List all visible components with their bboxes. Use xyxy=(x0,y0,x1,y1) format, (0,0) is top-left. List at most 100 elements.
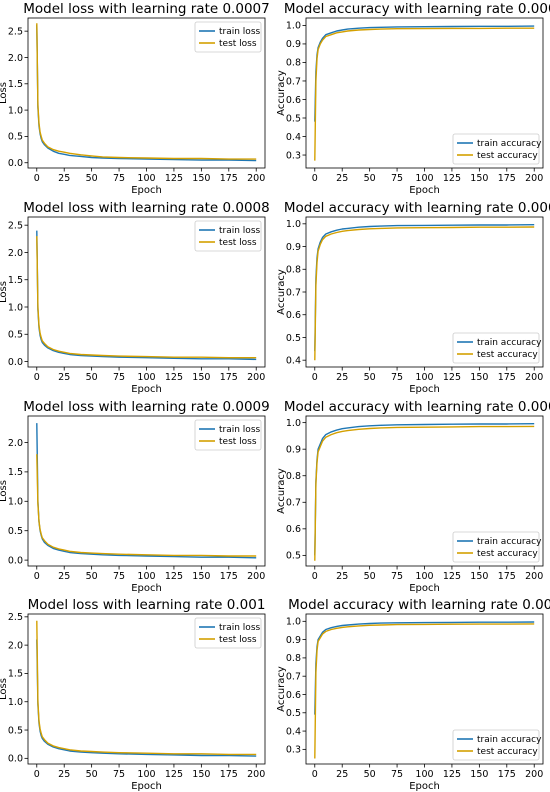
series-line xyxy=(314,623,535,759)
y-tick-label: 1.0 xyxy=(8,697,23,708)
y-tick-label: 0.5 xyxy=(286,113,301,124)
legend-entry: test loss xyxy=(219,635,257,645)
y-axis-label: Accuracy xyxy=(276,269,287,315)
y-axis-label: Accuracy xyxy=(276,468,287,514)
x-tick-label: 100 xyxy=(137,372,155,383)
series-line xyxy=(36,620,257,756)
y-tick-label: 0.5 xyxy=(286,333,301,344)
legend: train accuracy test accuracy xyxy=(452,332,542,364)
x-tick-label: 50 xyxy=(86,173,98,184)
legend-entry: train loss xyxy=(219,27,261,37)
y-tick-label: 1.0 xyxy=(286,418,301,429)
x-tick-label: 0 xyxy=(34,571,40,582)
legend-box xyxy=(194,419,262,451)
x-tick-label: 0 xyxy=(312,372,318,383)
x-tick-label: 25 xyxy=(336,372,348,383)
x-tick-label: 25 xyxy=(58,372,70,383)
x-tick-label: 150 xyxy=(192,173,210,184)
x-tick-label: 200 xyxy=(525,571,543,582)
chart-title: Model loss with learning rate 0.0009 xyxy=(23,399,269,415)
x-tick-label: 75 xyxy=(391,769,403,780)
x-tick-label: 150 xyxy=(192,571,210,582)
y-tick-label: 0.7 xyxy=(286,498,301,509)
x-axis-label: Epoch xyxy=(409,185,440,196)
y-tick-label: 2.5 xyxy=(8,612,23,623)
x-tick-label: 150 xyxy=(470,571,488,582)
x-tick-label: 175 xyxy=(220,769,238,780)
y-tick-label: 0.0 xyxy=(8,158,23,169)
chart-title: Model loss with learning rate 0.0008 xyxy=(23,200,269,216)
x-tick-label: 0 xyxy=(312,571,318,582)
legend: train loss test loss xyxy=(194,419,262,451)
x-tick-label: 125 xyxy=(443,372,461,383)
x-tick-label: 175 xyxy=(220,173,238,184)
chart-panel: Model accuracy with learning rate 0.001 0… xyxy=(276,597,550,792)
x-tick-label: 25 xyxy=(58,571,70,582)
legend-box xyxy=(452,332,540,364)
y-tick-label: 0.7 xyxy=(286,287,301,298)
y-tick-label: 0.0 xyxy=(8,555,23,566)
x-tick-label: 100 xyxy=(415,372,433,383)
y-tick-label: 1.0 xyxy=(286,617,301,628)
legend-entry: train accuracy xyxy=(477,537,542,547)
y-tick-label: 0.0 xyxy=(8,357,23,368)
x-tick-label: 200 xyxy=(247,173,265,184)
y-tick-label: 1.5 xyxy=(8,275,23,286)
x-axis-label: Epoch xyxy=(409,583,440,594)
y-tick-label: 0.9 xyxy=(286,444,301,455)
x-tick-label: 125 xyxy=(165,372,183,383)
x-tick-label: 75 xyxy=(113,571,125,582)
y-tick-label: 2.0 xyxy=(8,53,23,64)
x-tick-label: 125 xyxy=(165,571,183,582)
y-tick-label: 0.3 xyxy=(286,745,301,756)
x-tick-label: 25 xyxy=(336,769,348,780)
y-tick-label: 0.5 xyxy=(286,551,301,562)
x-tick-label: 125 xyxy=(165,769,183,780)
y-tick-label: 2.5 xyxy=(8,26,23,37)
y-axis-label: Accuracy xyxy=(276,666,287,712)
x-tick-label: 200 xyxy=(247,769,265,780)
x-tick-label: 75 xyxy=(113,372,125,383)
series-line xyxy=(314,621,535,715)
y-tick-label: 1.5 xyxy=(8,79,23,90)
y-tick-label: 0.5 xyxy=(8,132,23,143)
legend-box xyxy=(452,133,540,165)
series-line xyxy=(36,236,257,359)
x-tick-label: 200 xyxy=(525,173,543,184)
x-tick-label: 25 xyxy=(58,769,70,780)
chart-title: Model loss with learning rate 0.001 xyxy=(28,597,266,613)
y-tick-label: 1.5 xyxy=(8,669,23,680)
legend-box xyxy=(452,531,540,563)
y-tick-label: 1.0 xyxy=(8,497,23,508)
legend-entry: test accuracy xyxy=(477,549,538,559)
y-tick-label: 2.0 xyxy=(8,248,23,259)
chart-panel: Model accuracy with learning rate 0.0007… xyxy=(276,1,550,196)
x-tick-label: 175 xyxy=(498,769,516,780)
y-tick-label: 0.8 xyxy=(286,653,301,664)
y-tick-label: 0.6 xyxy=(286,95,301,106)
y-tick-label: 1.0 xyxy=(8,105,23,116)
x-tick-label: 200 xyxy=(247,372,265,383)
series-line xyxy=(36,23,257,160)
x-tick-label: 75 xyxy=(113,173,125,184)
y-tick-label: 0.5 xyxy=(8,725,23,736)
chart-panel: Model loss with learning rate 0.001 0 25 50… xyxy=(0,597,265,792)
x-tick-label: 200 xyxy=(525,372,543,383)
chart-panel: Model loss with learning rate 0.0008 0 25 5… xyxy=(0,200,270,395)
x-tick-label: 100 xyxy=(137,571,155,582)
x-tick-label: 25 xyxy=(58,173,70,184)
y-tick-label: 1.0 xyxy=(8,302,23,313)
y-tick-label: 0.9 xyxy=(286,635,301,646)
x-tick-label: 125 xyxy=(165,173,183,184)
y-axis-label: Loss xyxy=(0,281,9,303)
y-tick-label: 0.3 xyxy=(286,150,301,161)
x-tick-label: 175 xyxy=(498,571,516,582)
y-tick-label: 0.6 xyxy=(286,524,301,535)
x-tick-label: 175 xyxy=(498,173,516,184)
x-tick-label: 75 xyxy=(113,769,125,780)
legend-box xyxy=(194,220,262,252)
chart-title: Model accuracy with learning rate 0.001 xyxy=(288,597,550,613)
series-line xyxy=(314,25,535,122)
x-tick-label: 150 xyxy=(470,769,488,780)
